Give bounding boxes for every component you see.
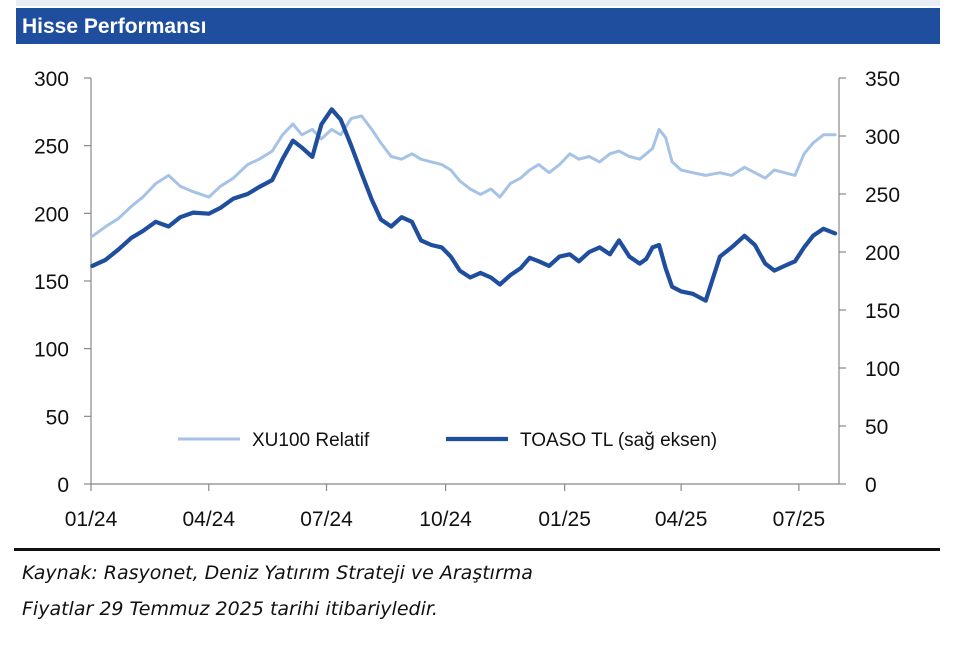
left-tick-label: 250 [34, 136, 69, 159]
x-tick-label: 10/24 [419, 508, 472, 531]
right-tick-label: 300 [865, 126, 900, 149]
right-tick-label: 350 [865, 68, 900, 91]
x-tick-label: 07/25 [773, 508, 826, 531]
left-tick-label: 0 [57, 474, 69, 497]
series-line-xu100 [90, 114, 837, 238]
page-title: Hisse Performansı [16, 8, 940, 44]
legend: XU100 Relatif TOASO TL (sağ eksen) [178, 430, 717, 451]
x-tick-label: 04/25 [655, 508, 708, 531]
left-tick-label: 300 [34, 68, 69, 91]
left-tick-label: 200 [34, 203, 69, 226]
x-tick-label: 01/25 [538, 508, 591, 531]
right-tick-label: 100 [865, 358, 900, 381]
left-tick-label: 150 [34, 271, 69, 294]
x-tick-label: 01/24 [65, 508, 118, 531]
x-tick-label: 04/24 [182, 508, 235, 531]
top-strip [16, 0, 940, 6]
date-note: Fiyatlar 29 Temmuz 2025 tarihi itibariyl… [22, 598, 438, 620]
right-tick-label: 0 [865, 474, 877, 497]
right-tick-label: 150 [865, 300, 900, 323]
series-line-toaso [90, 107, 838, 303]
right-tick-label: 50 [865, 416, 888, 439]
chart: 0 50 100 150 200 250 300 0 50 100 150 200 250 300 350 0… [34, 68, 900, 531]
axes: 0 50 100 150 200 250 300 0 50 100 150 200 250 300 350 0… [34, 68, 900, 531]
right-tick-label: 200 [865, 242, 900, 265]
right-tick-label: 250 [865, 184, 900, 207]
left-tick-label: 50 [46, 406, 69, 429]
series-layer [90, 107, 838, 303]
x-tick-label: 07/24 [300, 508, 353, 531]
source-note: Kaynak: Rasyonet, Deniz Yatırım Strateji… [22, 562, 533, 584]
legend-label-toaso: TOASO TL (sağ eksen) [520, 430, 717, 451]
divider [14, 548, 940, 551]
legend-label-xu100: XU100 Relatif [252, 430, 370, 451]
left-tick-label: 100 [34, 339, 69, 362]
